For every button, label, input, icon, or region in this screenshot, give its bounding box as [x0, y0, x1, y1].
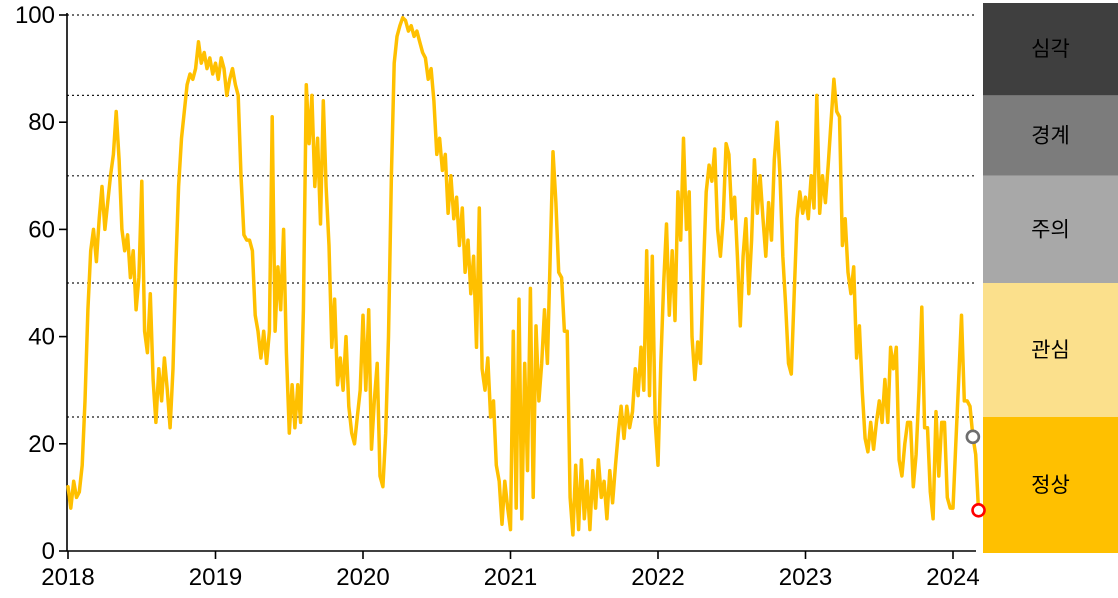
x-tick-label-2023: 2023 [779, 564, 832, 591]
band-rect-1 [983, 95, 1118, 176]
y-tick-label-100: 100 [15, 2, 55, 29]
y-tick-label-40: 40 [28, 324, 55, 351]
band-rect-4 [983, 417, 1118, 553]
marker-latest-point [971, 502, 986, 518]
x-tick-label-2020: 2020 [336, 564, 389, 591]
x-tick-label-2024: 2024 [926, 564, 979, 591]
end-markers [965, 429, 986, 518]
band-label-4: 정상 [1031, 474, 1070, 497]
band-label-2: 주의 [1031, 218, 1070, 241]
band-label-1: 경계 [1031, 125, 1070, 148]
y-tick-label-80: 80 [28, 109, 55, 136]
x-tick-label-2021: 2021 [484, 564, 537, 591]
band-label-3: 관심 [1031, 339, 1070, 362]
x-tick-label-2019: 2019 [189, 564, 242, 591]
series-line [66, 15, 981, 537]
band-label-0: 심각 [1031, 38, 1070, 61]
y-tick-label-60: 60 [28, 216, 55, 243]
y-tick-label-0: 0 [42, 538, 55, 565]
y-axis: 0 20 40 60 80 100 [15, 2, 68, 565]
x-tick-label-2018: 2018 [41, 564, 94, 591]
index-line [66, 15, 981, 537]
y-gridlines [67, 14, 976, 418]
y-tick-label-20: 20 [28, 431, 55, 458]
band-rect-2 [983, 175, 1118, 283]
band-rect-3 [983, 283, 1118, 417]
x-tick-label-2022: 2022 [631, 564, 684, 591]
x-axis: 2018 2019 2020 2021 2022 2023 2024 [41, 550, 980, 591]
marker-previous-point [965, 429, 981, 445]
band-rect-0 [983, 3, 1118, 96]
